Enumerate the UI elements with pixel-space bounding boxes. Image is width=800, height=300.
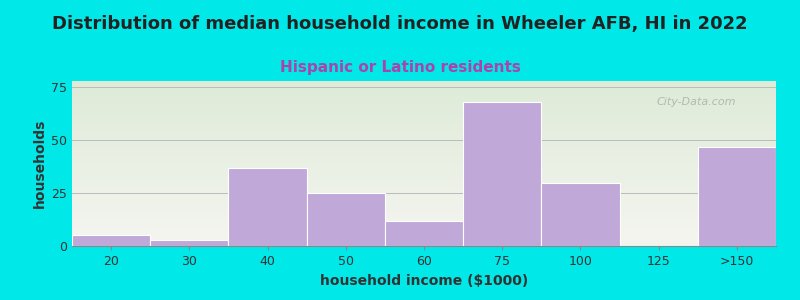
Bar xyxy=(229,168,306,246)
Bar xyxy=(385,220,463,246)
Bar xyxy=(72,236,150,246)
Bar xyxy=(306,193,385,246)
Bar xyxy=(463,102,542,246)
Y-axis label: households: households xyxy=(33,119,47,208)
Text: Hispanic or Latino residents: Hispanic or Latino residents xyxy=(279,60,521,75)
Bar xyxy=(150,240,229,246)
Text: Distribution of median household income in Wheeler AFB, HI in 2022: Distribution of median household income … xyxy=(52,15,748,33)
Bar xyxy=(542,182,619,246)
Bar xyxy=(698,147,776,246)
Text: City-Data.com: City-Data.com xyxy=(656,98,736,107)
X-axis label: household income ($1000): household income ($1000) xyxy=(320,274,528,288)
